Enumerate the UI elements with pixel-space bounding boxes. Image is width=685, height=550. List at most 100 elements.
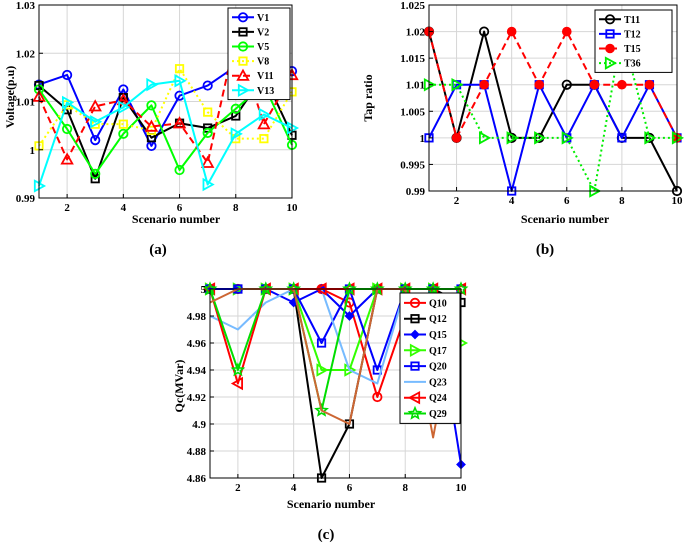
x-tick-label: 8 (619, 195, 625, 207)
data-point-v8 (118, 119, 128, 129)
x-tick-label: 10 (672, 195, 684, 207)
data-point-q29 (314, 402, 329, 417)
legend-label-q15: Q15 (429, 330, 447, 341)
data-point-q10 (372, 391, 383, 403)
x-tick-label: 10 (456, 482, 468, 494)
legend-label-q23: Q23 (429, 377, 447, 388)
legend-box (594, 9, 673, 73)
data-point-t15 (617, 79, 627, 90)
data-point-v13 (258, 107, 271, 122)
data-point-v11 (144, 119, 159, 132)
legend-label-v8: V8 (257, 57, 269, 68)
data-point-v1 (90, 135, 101, 146)
data-point-t15 (534, 79, 545, 90)
legend-label-q24: Q24 (429, 393, 447, 404)
data-point-v5 (202, 127, 213, 138)
y-tick-label: 1.03 (16, 0, 36, 12)
x-tick-label: 6 (564, 195, 570, 207)
ylabel-a: Voltage(p.u) (3, 66, 17, 129)
data-point-q29 (425, 281, 441, 296)
xlabel-b: Scenario number (521, 212, 610, 226)
y-tick-label: 1 (420, 133, 426, 145)
y-tick-label: 1.005 (400, 106, 425, 118)
legend-label-q29: Q29 (429, 409, 447, 420)
plot-area-b (428, 4, 678, 192)
y-tick-label: 1.02 (16, 48, 36, 60)
legend-marker (237, 41, 249, 52)
legend-marker (410, 314, 420, 324)
x-tick-label: 8 (233, 202, 239, 214)
y-tick-label: 1.01 (406, 80, 425, 92)
data-point-t36 (534, 131, 547, 145)
legend-marker (605, 43, 615, 54)
data-point-t36 (451, 77, 464, 92)
series-group-b (423, 24, 685, 198)
legend-label-q10: Q10 (429, 298, 447, 309)
data-point-v11 (172, 116, 187, 129)
data-point-v13 (62, 95, 75, 110)
chart-panel-a: Voltage(p.u) Scenario number (a) 2 4 6 8 10 0… (3, 0, 300, 258)
plot-area-c (209, 288, 462, 479)
legend-label-t11: T11 (624, 15, 640, 26)
data-point-t36 (561, 131, 574, 145)
caption-c: (c) (318, 527, 335, 543)
caption-b: (b) (536, 242, 554, 258)
y-tick-label: 4.88 (187, 446, 207, 458)
y-tick-label: 1 (30, 145, 36, 157)
legend-marker (238, 27, 248, 37)
legend-marker (604, 14, 616, 25)
y-tick-label: 4.96 (187, 338, 207, 350)
data-point-v2 (90, 174, 100, 184)
chart-panel-b: Tap ratio Scenario number (b) 2 4 6 8 10 0.99… (361, 0, 685, 258)
y-tick-label: 5 (201, 284, 207, 296)
legend-marker (237, 83, 251, 98)
y-tick-label: 0.995 (400, 159, 425, 171)
data-point-v13 (174, 74, 187, 88)
data-point-q24 (230, 376, 243, 391)
ticks-b: 2 4 6 8 10 0.99 0.995 1 1.005 1.01 1.015 1.02 1.025 (400, 0, 683, 207)
x-tick-label: 2 (454, 195, 460, 207)
data-point-v5 (174, 164, 185, 176)
x-tick-label: 4 (509, 195, 515, 207)
data-point-v8 (203, 107, 213, 117)
data-point-v13 (146, 77, 159, 92)
legend-marker (410, 329, 420, 340)
series-line-t12 (428, 83, 678, 192)
legend-label-q20: Q20 (429, 362, 447, 373)
data-point-v11 (88, 99, 102, 112)
legend-c: Q10 Q12 Q15 Q17 Q20 Q23 Q24 Q29 (399, 292, 461, 424)
series-line-v8 (38, 67, 293, 147)
data-point-t36 (506, 131, 519, 145)
data-point-v11 (60, 152, 74, 165)
legend-marker (605, 29, 615, 39)
series-line-t15 (428, 30, 678, 139)
legend-label-v11: V11 (257, 71, 274, 82)
data-point-t12 (617, 133, 627, 143)
data-point-t15 (589, 79, 600, 90)
ticks-c: 2 4 6 8 10 4.86 4.88 4.9 4.92 4.94 4.96 4.98 5 (187, 284, 467, 494)
x-tick-label: 4 (291, 482, 297, 494)
data-point-v11 (200, 155, 215, 168)
x-tick-label: 10 (287, 202, 299, 214)
data-point-q29 (258, 281, 274, 296)
data-point-v5 (230, 103, 241, 114)
data-point-t15 (644, 79, 655, 90)
legend-marker (407, 405, 423, 420)
legend-a: V1 V2 V5 V8 V11 V13 (227, 7, 291, 101)
data-point-v13 (230, 127, 243, 141)
data-point-v5 (118, 128, 129, 139)
legend-box (399, 292, 461, 424)
ticks-a: 2 4 6 8 10 0.99 1 1.01 1.02 1.03 (16, 0, 298, 214)
data-point-v8 (259, 134, 269, 144)
data-point-t11 (479, 26, 490, 37)
data-point-v5 (146, 100, 157, 111)
xlabel-c: Scenario number (287, 497, 376, 511)
data-point-v8 (174, 64, 185, 74)
data-point-v5 (62, 123, 73, 135)
legend-marker (409, 297, 421, 308)
legend-label-v13: V13 (257, 86, 274, 97)
x-tick-label: 2 (64, 202, 70, 214)
y-tick-label: 1.015 (400, 53, 425, 65)
legend-b: T11 T12 T15 T36 (594, 9, 673, 73)
